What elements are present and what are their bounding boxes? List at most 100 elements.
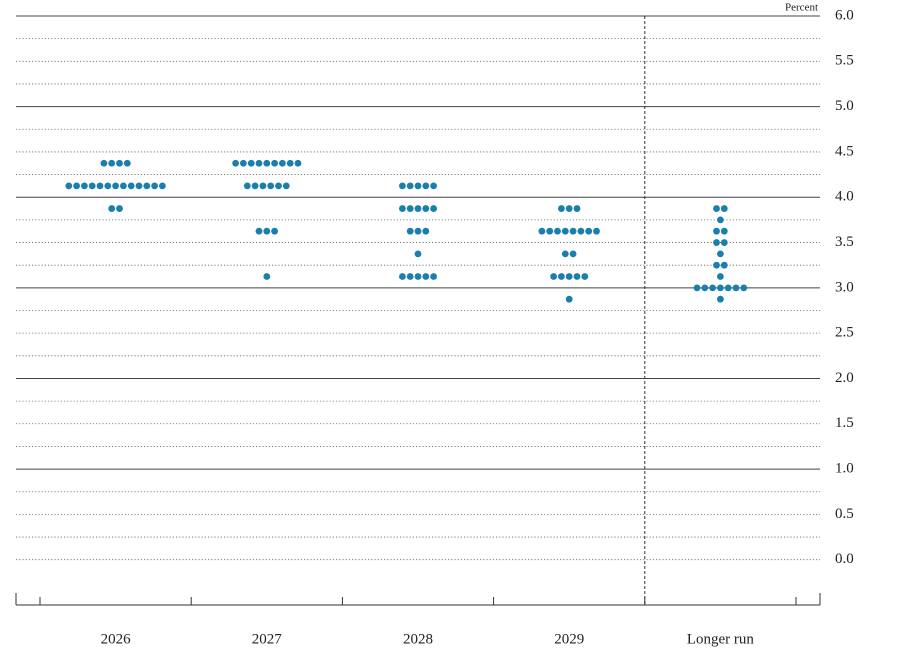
x-tick-label: 2028: [403, 631, 433, 647]
dot: [255, 159, 263, 167]
dot: [286, 159, 294, 167]
dot: [255, 227, 263, 235]
dot: [108, 159, 116, 167]
dot: [279, 159, 286, 167]
dot: [585, 227, 593, 235]
y-tick-label: 3.5: [835, 234, 854, 250]
dot: [116, 205, 123, 212]
dot: [713, 239, 720, 246]
dot: [546, 227, 554, 235]
dot: [96, 182, 104, 190]
dot: [558, 205, 565, 212]
dot: [538, 227, 546, 235]
y-tick-label: 0.5: [835, 506, 854, 522]
dot: [143, 182, 151, 190]
dot: [406, 182, 414, 190]
x-tick-label: 2027: [252, 631, 283, 647]
dot: [565, 295, 573, 303]
dot: [414, 182, 422, 190]
dot: [414, 273, 422, 280]
dot: [577, 227, 585, 235]
y-tick-label: 1.0: [835, 461, 854, 477]
dot: [717, 216, 724, 224]
dot: [151, 182, 159, 190]
dot: [414, 227, 422, 235]
dot: [422, 182, 430, 190]
dot: [720, 205, 728, 212]
dot: [565, 205, 573, 212]
dot: [275, 182, 282, 190]
dot: [251, 182, 259, 190]
dot: [713, 261, 720, 269]
y-tick-label: 1.5: [835, 415, 854, 431]
dot: [565, 273, 573, 280]
dot: [240, 159, 247, 167]
dot: [569, 250, 577, 258]
dot: [263, 159, 271, 167]
dot: [693, 284, 701, 292]
dot: [259, 182, 267, 190]
dot: [561, 227, 569, 235]
dot: [406, 227, 414, 235]
dot: [713, 227, 720, 235]
dot: [112, 182, 119, 190]
dot: [430, 182, 437, 190]
y-tick-label: 0.0: [835, 551, 854, 567]
dot: [282, 182, 290, 190]
dot: [414, 250, 422, 258]
dot: [108, 205, 116, 212]
y-tick-label: 4.0: [835, 189, 854, 205]
dot: [717, 250, 724, 258]
dot: [422, 227, 430, 235]
y-tick-label: 6.0: [835, 7, 854, 23]
dot: [406, 205, 414, 212]
dot: [713, 205, 720, 212]
dot: [717, 273, 724, 280]
dot: [581, 273, 589, 280]
dot: [430, 273, 437, 280]
y-tick-label: 5.0: [835, 98, 854, 114]
dot: [422, 273, 430, 280]
dot: [243, 182, 251, 190]
dot: [422, 205, 430, 212]
x-tick-label: Longer run: [687, 631, 755, 647]
dot: [73, 182, 80, 190]
dot: [263, 227, 271, 235]
dot: [271, 227, 278, 235]
dot: [717, 284, 724, 292]
dot: [561, 250, 569, 258]
dot: [123, 159, 131, 167]
dot: [732, 284, 740, 292]
dot: [573, 273, 581, 280]
y-tick-label: 5.5: [835, 53, 854, 69]
dot: [247, 159, 255, 167]
dot: [88, 182, 96, 190]
dot: [720, 239, 728, 246]
dot: [740, 284, 748, 292]
dot: [720, 227, 728, 235]
dot: [127, 182, 135, 190]
dot: [593, 227, 600, 235]
y-tick-label: 2.5: [835, 325, 854, 341]
dot: [116, 159, 123, 167]
dot: [120, 182, 127, 190]
dot: [65, 182, 73, 190]
dot: [720, 261, 728, 269]
dot: [399, 273, 406, 280]
dot: [717, 295, 724, 303]
x-tick-label: 2029: [554, 631, 584, 647]
dot: [558, 273, 565, 280]
dot: [100, 159, 108, 167]
dot: [135, 182, 143, 190]
dot: [406, 273, 414, 280]
dot: [573, 205, 581, 212]
dot: [709, 284, 716, 292]
dot: [430, 205, 437, 212]
dot: [701, 284, 709, 292]
dot: [569, 227, 577, 235]
y-tick-label: 2.0: [835, 370, 854, 386]
dot: [294, 159, 302, 167]
y-tick-label: 4.5: [835, 143, 854, 159]
dot: [159, 182, 166, 190]
